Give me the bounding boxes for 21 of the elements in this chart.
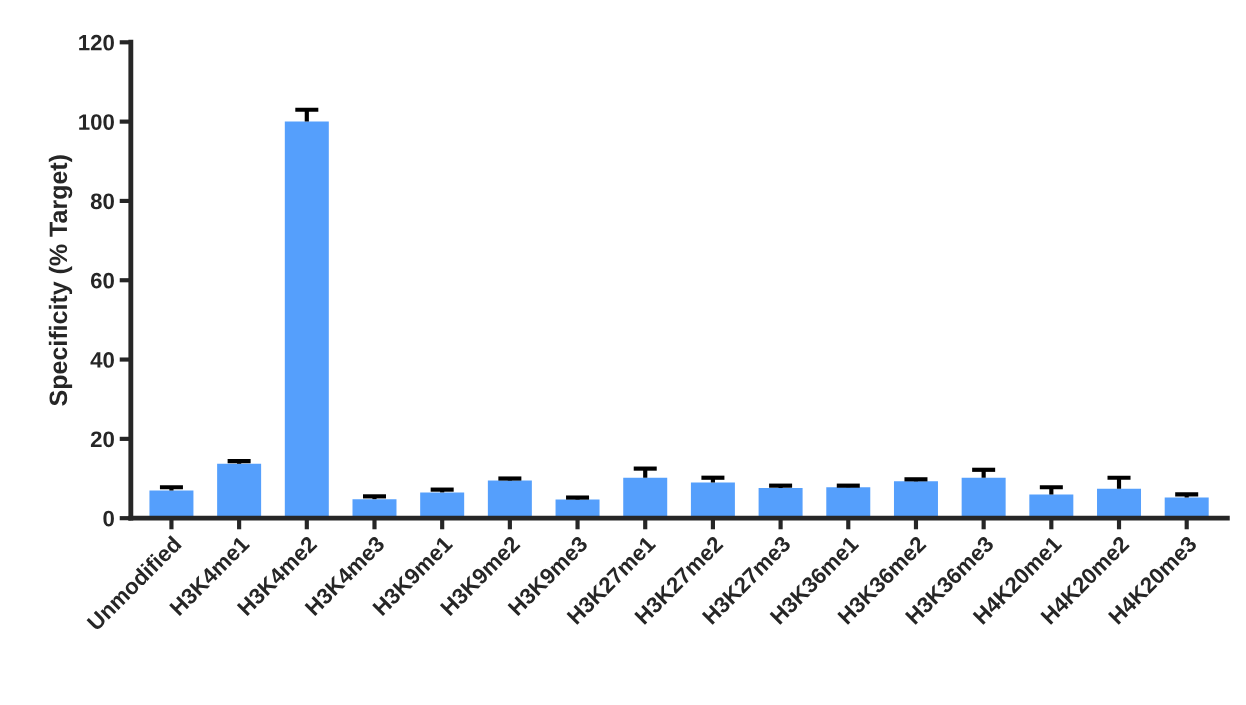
y-axis-title: Specificity (% Target): [48, 155, 73, 406]
bar: [826, 487, 871, 519]
y-tick-label: 120: [79, 34, 114, 51]
bar: [1029, 494, 1074, 519]
y-tick-label: 0: [103, 510, 114, 527]
bar: [487, 480, 532, 519]
bar: [1097, 488, 1142, 519]
y-tick-label: 80: [90, 193, 114, 210]
y-tick-label: 100: [79, 114, 114, 130]
bar: [217, 463, 262, 519]
y-tick-label: 60: [90, 272, 114, 289]
bar: [758, 488, 803, 519]
bar: [420, 492, 465, 519]
bar: [893, 481, 938, 519]
bar: [623, 477, 668, 519]
bar: [961, 477, 1006, 519]
bar: [284, 121, 329, 519]
y-tick-label: 20: [90, 431, 114, 448]
bar: [149, 490, 194, 519]
y-tick-label: 40: [90, 352, 114, 368]
bar: [690, 482, 735, 519]
